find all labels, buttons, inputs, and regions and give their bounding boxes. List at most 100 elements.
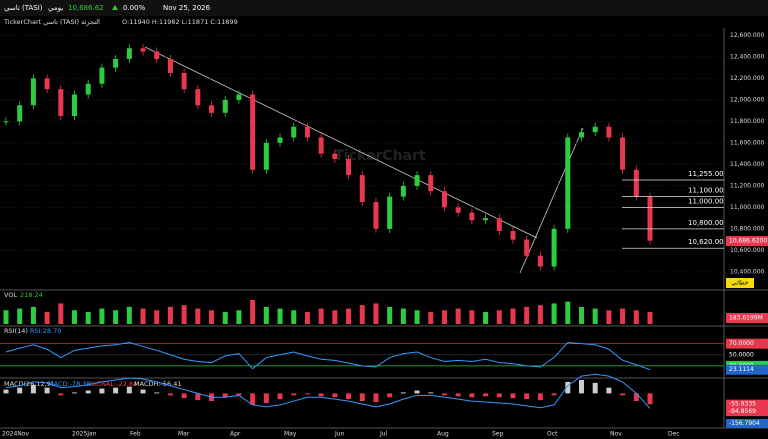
candle-body (606, 126, 612, 138)
date: Nov 25, 2026 (163, 4, 211, 12)
candle-body (469, 212, 475, 221)
candle-body (551, 228, 557, 267)
volume-bar (551, 303, 557, 324)
macd-hist (304, 393, 310, 395)
x-tick-label: Mar (178, 431, 190, 438)
macd-hist (346, 393, 352, 400)
volume-bar (524, 306, 530, 324)
macd-hist (277, 393, 283, 400)
change: 0.00% (123, 4, 146, 12)
candle-body (359, 175, 365, 202)
rsi-tick-box (726, 338, 768, 349)
volume-bar (441, 310, 447, 324)
candle-body (332, 153, 338, 159)
candle-body (58, 89, 64, 116)
candle-body (647, 196, 653, 241)
x-tick-label: May (284, 431, 297, 438)
rsi-title: RSI(14) (4, 327, 28, 335)
macd-hist (551, 393, 557, 396)
macd-hist (606, 387, 612, 394)
up-arrow (112, 5, 118, 10)
symbol: تاسي (TASI) (4, 4, 43, 12)
x-tick-label: Nov (610, 431, 622, 438)
y-tick-label: 12,000.000 (730, 96, 765, 103)
y-tick-label: 12,400.000 (730, 53, 765, 60)
rsi-line (5, 342, 651, 371)
macd-hist (195, 393, 201, 401)
volume-bar (387, 306, 393, 324)
x-tick-label: Dec (668, 431, 680, 438)
macd-hist (455, 393, 461, 397)
volume-bar (263, 306, 269, 324)
volume-bar (565, 301, 571, 324)
volume-bar (181, 305, 187, 324)
volume-bar (578, 306, 584, 324)
candle-body (44, 78, 50, 90)
macd-tick-label: -94.8569 (729, 408, 756, 415)
macd-hist (167, 393, 173, 396)
candle-body (414, 175, 420, 186)
volume-bar (209, 310, 215, 324)
candle-body (565, 137, 571, 229)
volume-bar (469, 310, 475, 324)
candle-body (236, 94, 242, 100)
candle-body (400, 185, 406, 197)
candle-body (318, 137, 324, 154)
volume-bar (250, 300, 256, 324)
candle-body (373, 202, 379, 229)
candle-body (126, 48, 132, 60)
level-label: 11,100.00 (688, 187, 724, 195)
x-tick-label: Jun (334, 431, 345, 438)
candle-body (524, 239, 530, 256)
macd-hist (537, 393, 543, 401)
volume-bar (222, 312, 228, 324)
y-tick-label: 11,400.000 (730, 161, 765, 168)
macd-hist (126, 386, 132, 394)
button-box[interactable] (726, 278, 754, 288)
candle-body (346, 159, 352, 176)
macd-hist (620, 393, 626, 396)
candle-body (99, 67, 105, 84)
y-tick-label: 12,200.000 (730, 75, 765, 82)
x-tick-label: Apr (230, 431, 241, 438)
level-label: 10,800.00 (688, 219, 724, 227)
volume-bar (606, 310, 612, 324)
volume-bar (291, 310, 297, 324)
candle-body (250, 94, 256, 170)
candle-body (483, 218, 489, 221)
candle-body (113, 59, 119, 68)
candle-body (633, 169, 639, 197)
trend-line (519, 127, 584, 274)
volume-bar (346, 308, 352, 324)
candle-body (195, 89, 201, 106)
macd-hist (236, 393, 242, 396)
macd-tick-box (726, 419, 768, 429)
macd-hist (3, 389, 9, 394)
macd-hist (318, 393, 324, 397)
macd-value: MACD:-78.38 (48, 380, 91, 388)
candle-body (277, 137, 283, 143)
macd-hist (263, 393, 269, 403)
candle-body (441, 191, 447, 208)
macd-hist (428, 392, 434, 394)
macd-hist (17, 387, 23, 394)
candle-body (85, 83, 91, 95)
macd-hist (85, 390, 91, 394)
signal-value: SIGNAL:-22.84 (90, 380, 137, 388)
volume-bar (113, 310, 119, 324)
button-label[interactable]: خطاتي (731, 280, 748, 287)
candle-body (181, 73, 187, 90)
macd-tick-label: -55.9335 (729, 401, 756, 408)
macd-hist (373, 393, 379, 403)
volume-bar (633, 310, 639, 324)
x-tick-label: Sep (492, 431, 504, 438)
candle-body (3, 121, 9, 123)
volume-bar (496, 310, 502, 324)
candle-body (140, 48, 146, 52)
macd-hist (387, 393, 393, 398)
y-tick-label: 11,000.000 (730, 204, 765, 211)
rsi-last-box (726, 364, 768, 375)
candle-body (154, 51, 160, 60)
